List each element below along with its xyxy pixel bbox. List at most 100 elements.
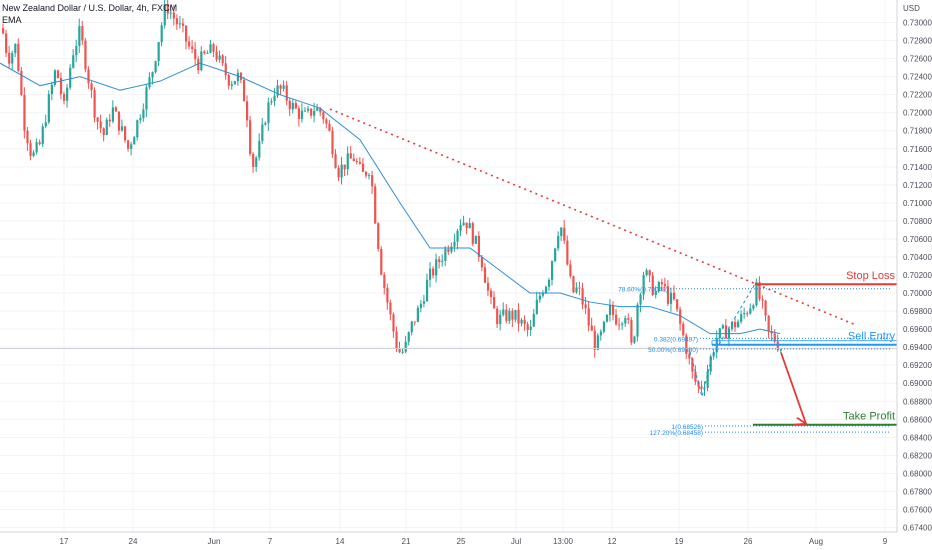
- candle-body: [773, 333, 776, 342]
- candle-body: [32, 152, 35, 156]
- candle-body: [178, 23, 182, 25]
- candle-body: [627, 318, 630, 320]
- candle-body: [163, 4, 166, 26]
- candle-body: [200, 51, 203, 71]
- candle-body: [645, 270, 648, 276]
- candle-body: [331, 130, 334, 155]
- candle-body: [328, 123, 331, 131]
- candle-body: [343, 164, 346, 170]
- candle-body: [697, 381, 700, 387]
- time-tick-label: 19: [675, 537, 684, 546]
- candle-body: [730, 321, 734, 329]
- candle-body: [608, 305, 612, 315]
- candle-body: [520, 319, 523, 324]
- candle-body: [651, 275, 654, 296]
- candle-body: [413, 321, 416, 323]
- candle-body: [538, 295, 541, 300]
- time-axis[interactable]: 17 24 Jun 7 14 21 25 Jul 13:00 12 19 26 Aug 9: [0, 531, 897, 546]
- candle-body: [249, 120, 252, 154]
- candle-body: [84, 40, 87, 70]
- candle-body: [749, 308, 752, 314]
- candle-body: [53, 70, 57, 85]
- candle-body: [517, 309, 520, 324]
- price-tick-label: 0.72800: [903, 37, 932, 46]
- candle-body: [261, 124, 264, 141]
- candle-body: [380, 248, 383, 275]
- candle-body: [75, 45, 78, 56]
- candle-body: [197, 59, 200, 71]
- candle-body: [743, 313, 746, 315]
- candle-body: [602, 321, 606, 332]
- candle-body: [310, 108, 313, 116]
- fib-label: 1(0.68526): [672, 424, 703, 431]
- candle-body: [273, 95, 276, 102]
- candle-body: [383, 274, 386, 288]
- candle-body: [459, 225, 462, 231]
- price-tick-label: 0.69200: [903, 361, 932, 370]
- candle-body: [188, 41, 191, 47]
- ema-polyline: [0, 62, 781, 335]
- candle-body: [425, 279, 429, 302]
- candle-body: [398, 348, 401, 353]
- candle-body: [663, 284, 667, 287]
- candle-body: [554, 248, 557, 262]
- time-tick-label: 26: [744, 537, 753, 546]
- candle-body: [264, 122, 267, 125]
- candle-body: [117, 111, 121, 131]
- candle-body: [81, 26, 84, 41]
- candle-body: [181, 23, 185, 26]
- candle-body: [721, 325, 724, 329]
- candle-body: [212, 44, 215, 52]
- candle-body: [572, 276, 575, 293]
- candle-body: [493, 297, 496, 309]
- price-tick-label: 0.69800: [903, 307, 932, 316]
- candle-body: [78, 26, 81, 46]
- target-arrow-shaft: [780, 352, 807, 425]
- candle-body: [429, 268, 432, 280]
- candle-body: [246, 101, 249, 121]
- candle-body: [682, 323, 685, 336]
- price-tick-label: 0.70200: [903, 271, 932, 280]
- candle-body: [770, 331, 773, 334]
- candle-body: [221, 55, 224, 64]
- candle-body: [660, 282, 663, 285]
- candle-body: [508, 310, 511, 321]
- candle-body: [377, 223, 380, 249]
- candle-body: [654, 291, 657, 296]
- candle-body: [63, 94, 66, 101]
- candle-body: [239, 72, 243, 80]
- price-tick-label: 0.68800: [903, 397, 932, 406]
- candle-body: [581, 288, 584, 305]
- candle-body: [560, 227, 563, 237]
- candle-body: [776, 341, 779, 351]
- candle-body: [8, 52, 11, 64]
- candle-body: [666, 286, 670, 304]
- candle-body: [618, 324, 621, 326]
- candle-body: [346, 153, 349, 170]
- candle-body: [541, 292, 545, 296]
- candle-body: [203, 51, 206, 54]
- candle-body: [282, 85, 285, 89]
- price-tick-label: 0.70800: [903, 217, 932, 226]
- fib-label: 127.20%(0.68458): [650, 430, 704, 437]
- candle-body: [96, 117, 99, 122]
- price-axis[interactable]: USD 0.73000 0.72800 0.72600 0.72400 0.72200 0.…: [896, 0, 932, 550]
- candle-body: [215, 51, 218, 60]
- candle-body: [29, 143, 32, 156]
- candle-body: [615, 314, 618, 325]
- take-profit-label: Take Profit: [843, 411, 895, 423]
- candle-body: [358, 161, 362, 164]
- candle-body: [438, 259, 441, 263]
- candle-body: [17, 43, 20, 71]
- candle-body: [547, 279, 551, 287]
- candle-body: [154, 61, 157, 73]
- grid: [0, 0, 897, 532]
- candle-body: [349, 153, 352, 159]
- candle-body: [120, 126, 124, 131]
- price-tick-label: 0.70400: [903, 253, 932, 262]
- candle-body: [630, 319, 633, 343]
- candle-body: [535, 299, 538, 314]
- price-tick-label: 0.68200: [903, 451, 932, 460]
- candle-body: [105, 119, 108, 135]
